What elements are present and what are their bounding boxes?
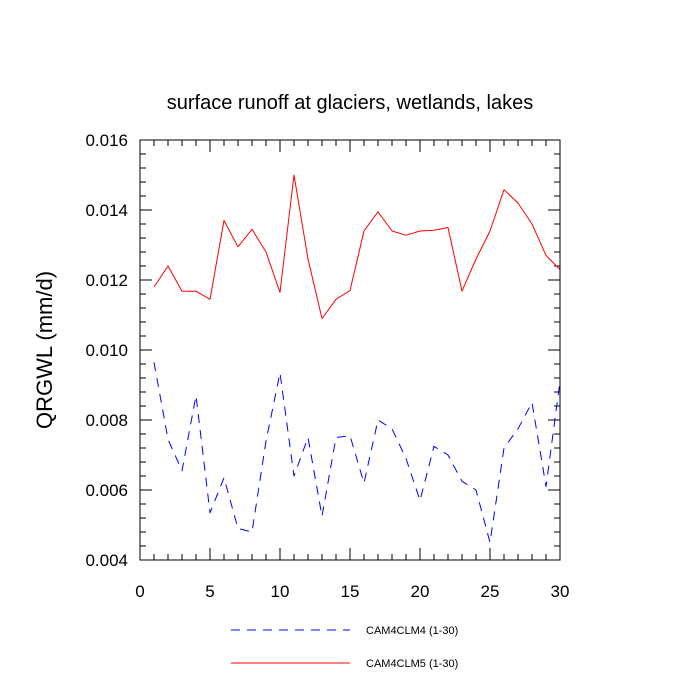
plot-frame — [139, 139, 561, 561]
x-tick-label: 25 — [481, 582, 500, 601]
series-layer — [153, 174, 561, 543]
x-tick-label: 15 — [341, 582, 360, 601]
x-tick-label: 0 — [135, 582, 144, 601]
legend: CAM4CLM4 (1-30) CAM4CLM5 (1-30) — [231, 625, 458, 670]
y-tick-label: 0.004 — [85, 551, 128, 570]
series-line-cam4clm5 — [153, 174, 561, 319]
legend-label: CAM4CLM4 (1-30) — [366, 625, 458, 637]
x-tick-label: 10 — [271, 582, 290, 601]
x-tick-label: 20 — [411, 582, 430, 601]
y-axis-label: QRGWL (mm/d) — [32, 271, 57, 429]
y-tick-label: 0.006 — [85, 481, 128, 500]
y-tick-label: 0.014 — [85, 201, 128, 220]
x-tick-label: 30 — [551, 582, 570, 601]
tick-layer: 0 5 10 15 20 25 30 0.004 0.006 0.008 0.010 0.012 0.0… — [85, 131, 569, 601]
y-tick-label: 0.012 — [85, 271, 128, 290]
legend-label: CAM4CLM5 (1-30) — [366, 658, 458, 670]
series-line-cam4clm4 — [153, 362, 561, 543]
y-tick-label: 0.008 — [85, 411, 128, 430]
x-tick-label: 5 — [205, 582, 214, 601]
y-tick-label: 0.010 — [85, 341, 128, 360]
chart-title: surface runoff at glaciers, wetlands, la… — [167, 92, 533, 114]
y-tick-label: 0.016 — [85, 131, 128, 150]
